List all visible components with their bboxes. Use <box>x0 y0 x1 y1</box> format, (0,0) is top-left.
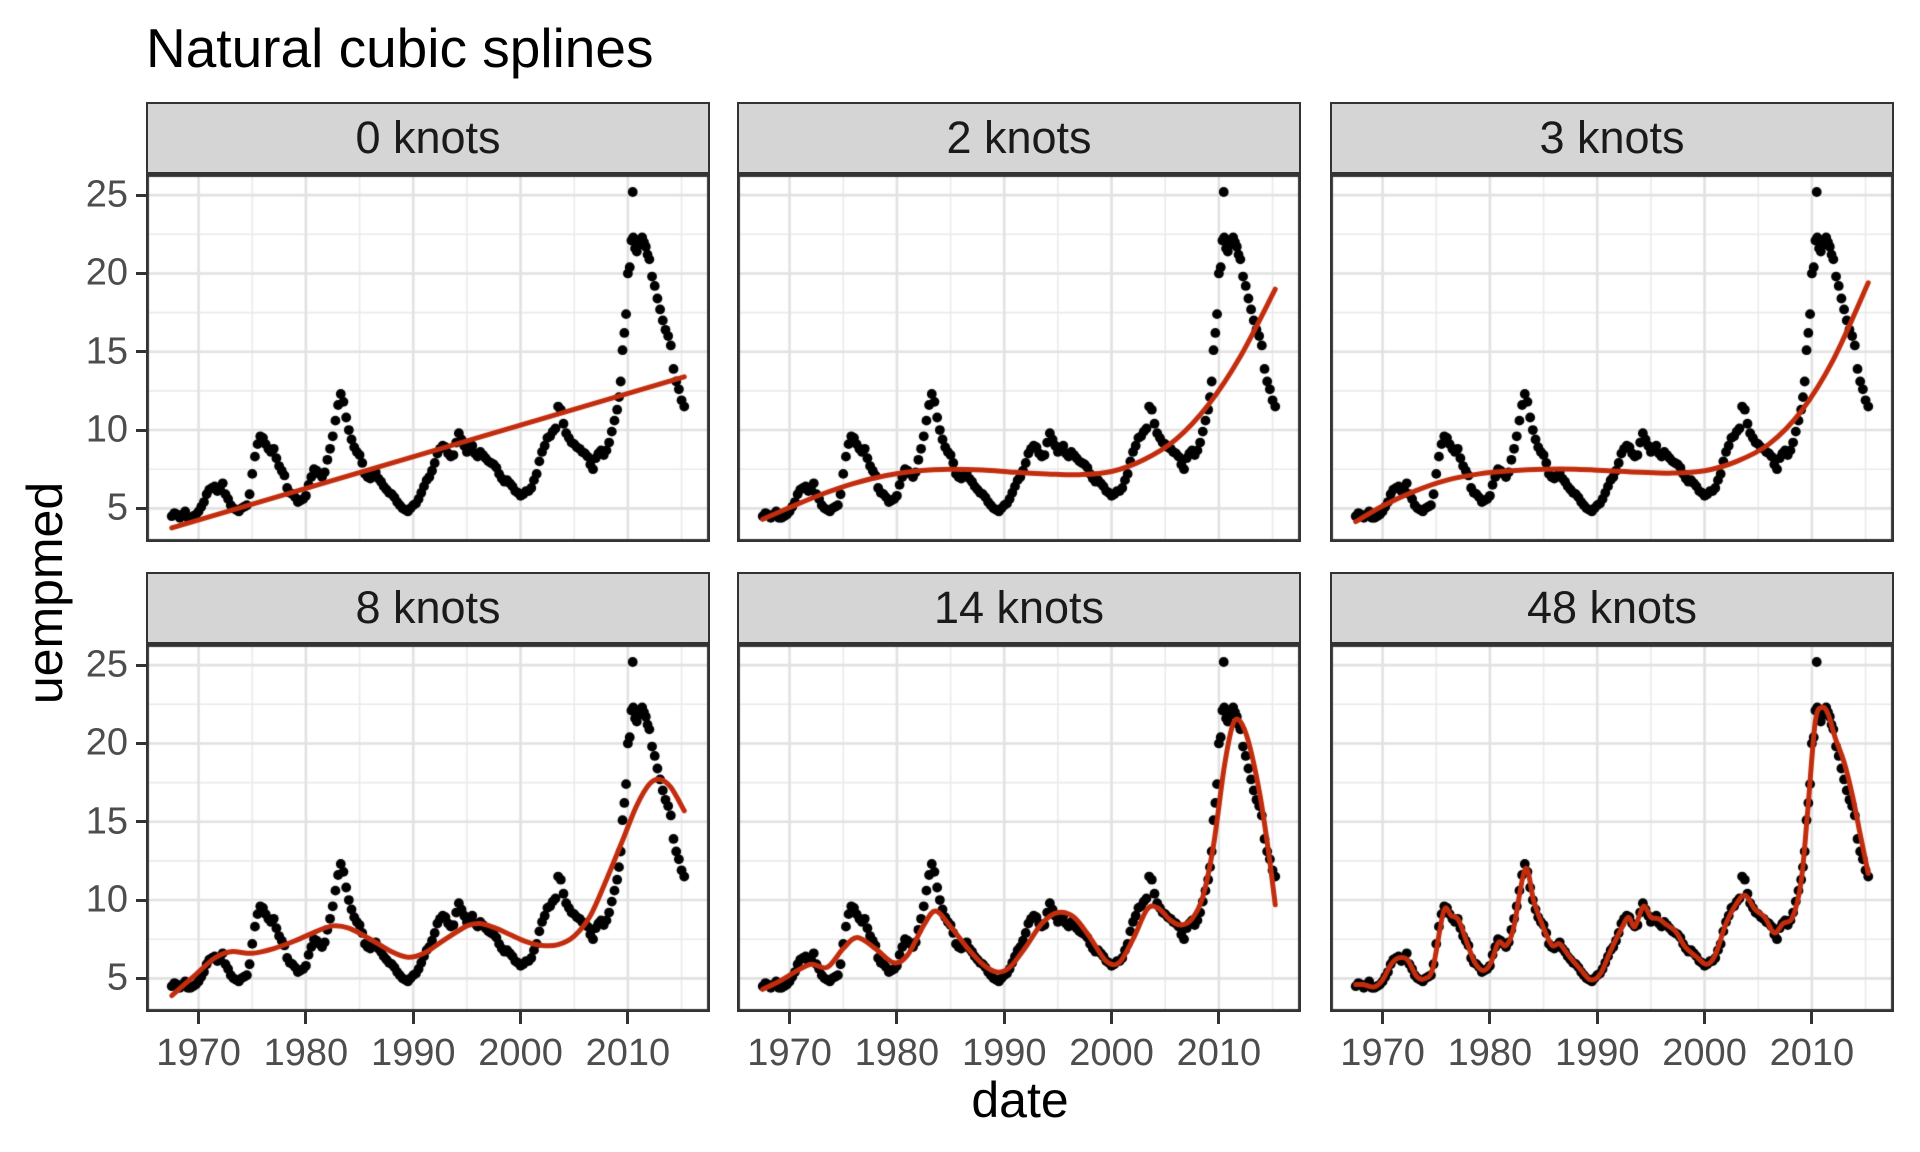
x-tick-mark <box>1703 1012 1707 1024</box>
facet-strip-label: 3 knots <box>1539 112 1685 163</box>
facet-panel-14-knots <box>737 644 1301 1012</box>
y-tick-mark <box>136 976 146 980</box>
y-tick-label: 10 <box>85 878 128 921</box>
x-tick-mark <box>1381 1012 1385 1024</box>
y-tick-mark <box>136 820 146 824</box>
x-tick-label: 1990 <box>961 1032 1047 1074</box>
x-axis-title: date <box>971 1072 1069 1128</box>
facet-strip-label: 14 knots <box>933 582 1105 633</box>
x-tick-label: 2010 <box>585 1032 671 1074</box>
x-tick-label: 1970 <box>747 1032 832 1074</box>
y-tick-label: 15 <box>85 800 128 843</box>
facet-strip-8-knots: 8 knots <box>146 572 710 644</box>
facet-strip-14-knots: 14 knots <box>737 572 1301 644</box>
x-tick-mark <box>197 1012 201 1024</box>
x-tick-mark <box>1217 1012 1221 1024</box>
y-tick-mark <box>136 271 146 275</box>
y-tick-label: 15 <box>85 330 128 373</box>
plot-title: Natural cubic splines <box>146 17 654 79</box>
x-tick-label: 2010 <box>1769 1032 1855 1074</box>
facet-strip-label: 48 knots <box>1526 582 1698 633</box>
x-tick-label: 2000 <box>1069 1032 1154 1074</box>
x-tick-mark <box>895 1012 899 1024</box>
facet-canvas-48-knots <box>1330 644 1894 1012</box>
facet-canvas-3-knots <box>1330 174 1894 542</box>
facet-canvas-0-knots <box>146 174 710 542</box>
facet-panel-48-knots <box>1330 644 1894 1012</box>
y-tick-label: 5 <box>106 486 128 529</box>
y-tick-label: 25 <box>85 173 128 216</box>
x-tick-mark <box>1810 1012 1814 1024</box>
x-tick-label: 1990 <box>1554 1032 1640 1074</box>
x-tick-mark <box>1002 1012 1006 1024</box>
facet-canvas-14-knots <box>737 644 1301 1012</box>
x-tick-mark <box>788 1012 792 1024</box>
facet-panel-8-knots <box>146 644 710 1012</box>
y-tick-mark <box>136 350 146 354</box>
x-tick-mark <box>304 1012 308 1024</box>
x-tick-mark <box>1488 1012 1492 1024</box>
x-tick-mark <box>519 1012 523 1024</box>
facet-strip-label: 0 knots <box>355 112 501 163</box>
y-tick-mark <box>136 741 146 745</box>
facet-strip-label: 8 knots <box>355 582 501 633</box>
x-tick-label: 1970 <box>1340 1032 1425 1074</box>
x-tick-label: 1990 <box>370 1032 456 1074</box>
x-tick-label: 2000 <box>1662 1032 1747 1074</box>
y-tick-label: 20 <box>85 251 128 294</box>
y-tick-label: 20 <box>85 721 128 764</box>
y-tick-mark <box>136 663 146 667</box>
facet-canvas-8-knots <box>146 644 710 1012</box>
facet-canvas-2-knots <box>737 174 1301 542</box>
y-tick-mark <box>136 428 146 432</box>
x-tick-mark <box>1595 1012 1599 1024</box>
x-tick-label: 2010 <box>1176 1032 1262 1074</box>
x-tick-label: 2000 <box>478 1032 563 1074</box>
facet-panel-3-knots <box>1330 174 1894 542</box>
facet-strip-3-knots: 3 knots <box>1330 102 1894 174</box>
x-tick-label: 1970 <box>156 1032 241 1074</box>
y-tick-label: 25 <box>85 643 128 686</box>
y-tick-label: 5 <box>106 956 128 999</box>
y-tick-mark <box>136 193 146 197</box>
facet-panel-2-knots <box>737 174 1301 542</box>
x-tick-label: 1980 <box>263 1032 349 1074</box>
y-tick-mark <box>136 898 146 902</box>
x-tick-label: 1980 <box>854 1032 940 1074</box>
x-tick-label: 1980 <box>1447 1032 1533 1074</box>
x-tick-mark <box>1110 1012 1114 1024</box>
facet-strip-0-knots: 0 knots <box>146 102 710 174</box>
x-tick-mark <box>626 1012 630 1024</box>
y-tick-label: 10 <box>85 408 128 451</box>
facet-strip-48-knots: 48 knots <box>1330 572 1894 644</box>
y-tick-mark <box>136 506 146 510</box>
x-tick-mark <box>411 1012 415 1024</box>
facet-strip-label: 2 knots <box>946 112 1092 163</box>
facet-strip-2-knots: 2 knots <box>737 102 1301 174</box>
facet-panel-0-knots <box>146 174 710 542</box>
